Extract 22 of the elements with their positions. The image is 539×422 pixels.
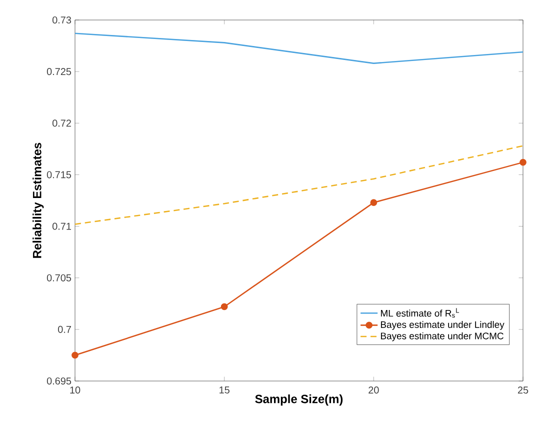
y-tick-label: 0.715 (46, 171, 72, 178)
x-tick-label: 20 (368, 386, 379, 394)
x-tick-label: 10 (70, 386, 80, 394)
point (220, 303, 228, 310)
y-tick-label: 0.705 (46, 274, 72, 282)
point (370, 199, 378, 206)
point (72, 352, 78, 359)
point (520, 158, 526, 166)
y-tick-label: 0.71 (52, 222, 71, 230)
y-tick-label: 0.725 (46, 68, 72, 76)
y-axis-title: Reliability Estimates (32, 142, 44, 258)
y-tick-label: 0.72 (52, 120, 71, 127)
line-series (75, 145, 524, 225)
y-tick-label: 0.73 (52, 16, 72, 24)
y-tick-label: 0.695 (46, 377, 72, 385)
legend-label: Bayes estimate under Lindley (381, 321, 504, 330)
x-tick-label: 25 (518, 386, 528, 394)
y-tick-label: 0.7 (58, 326, 71, 333)
legend-label: Bayes estimate under MCMC (381, 332, 504, 342)
line-series (75, 32, 524, 64)
x-axis-title: Sample Size(m) (255, 394, 343, 406)
x-tick-label: 15 (220, 386, 230, 394)
